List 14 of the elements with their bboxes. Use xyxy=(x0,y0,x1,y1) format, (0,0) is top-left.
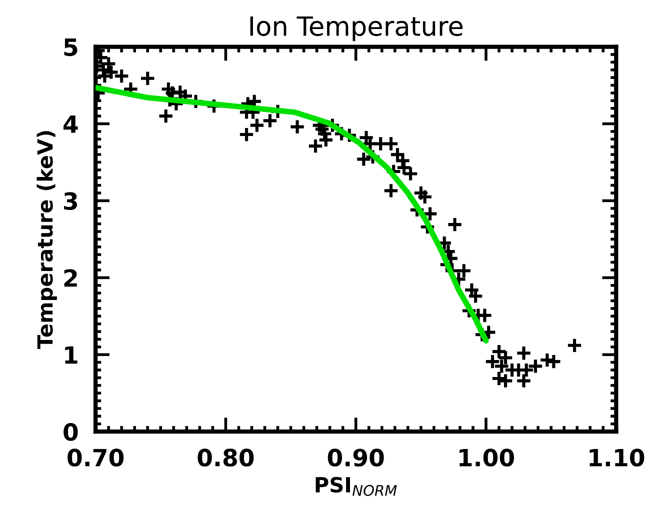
y-axis-title: Temperature (keV) xyxy=(36,131,57,349)
x-tick-label: 0.70 xyxy=(68,448,124,467)
y-tick-label: 5 xyxy=(64,38,78,56)
y-tick-label: 4 xyxy=(64,116,78,133)
y-tick-label: 1 xyxy=(65,346,78,364)
x-tick-label: 0.80 xyxy=(198,448,254,467)
x-tick-label: 1.00 xyxy=(460,448,514,467)
chart-title: Ion Temperature xyxy=(250,16,463,42)
x-tick-label: 1.10 xyxy=(590,448,644,467)
y-tick-label: 2 xyxy=(64,269,77,287)
y-tick-label: 0 xyxy=(64,423,78,441)
x-axis-title: PSI$_{NORM}$ xyxy=(316,476,397,496)
x-tick-label: 0.90 xyxy=(328,448,384,467)
y-tick-label: 3 xyxy=(64,192,78,210)
